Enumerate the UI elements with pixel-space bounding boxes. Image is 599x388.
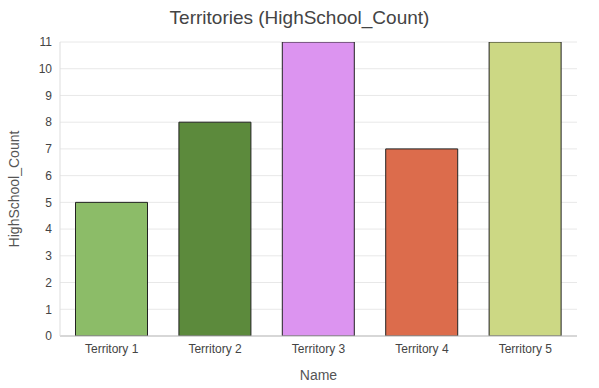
html-text:Territories (HighSchool_Count): Territories (HighSchool_Count)	[169, 7, 430, 28]
svg-text:Territory 2: Territory 2	[188, 342, 242, 356]
svg-text:0: 0	[45, 329, 52, 343]
svg-text:Territory 1: Territory 1	[85, 342, 139, 356]
svg-text:Territory 5: Territory 5	[499, 342, 553, 356]
svg-text:5: 5	[45, 196, 52, 210]
svg-text:2: 2	[45, 276, 52, 290]
svg-text:8: 8	[45, 115, 52, 129]
svg-text:7: 7	[45, 142, 52, 156]
svg-text:Territory 4: Territory 4	[395, 342, 449, 356]
svg-text:6: 6	[45, 169, 52, 183]
svg-text:9: 9	[45, 89, 52, 103]
svg-text:10: 10	[39, 62, 53, 76]
svg-text:3: 3	[45, 249, 52, 263]
svg-text:1: 1	[45, 303, 52, 317]
svg-text:4: 4	[45, 222, 52, 236]
svg-text:HighSchool_Count: HighSchool_Count	[8, 131, 22, 248]
svg-text:11: 11	[40, 36, 53, 49]
svg-text:Territory 3: Territory 3	[292, 342, 346, 356]
svg-text:Name: Name	[300, 367, 338, 383]
